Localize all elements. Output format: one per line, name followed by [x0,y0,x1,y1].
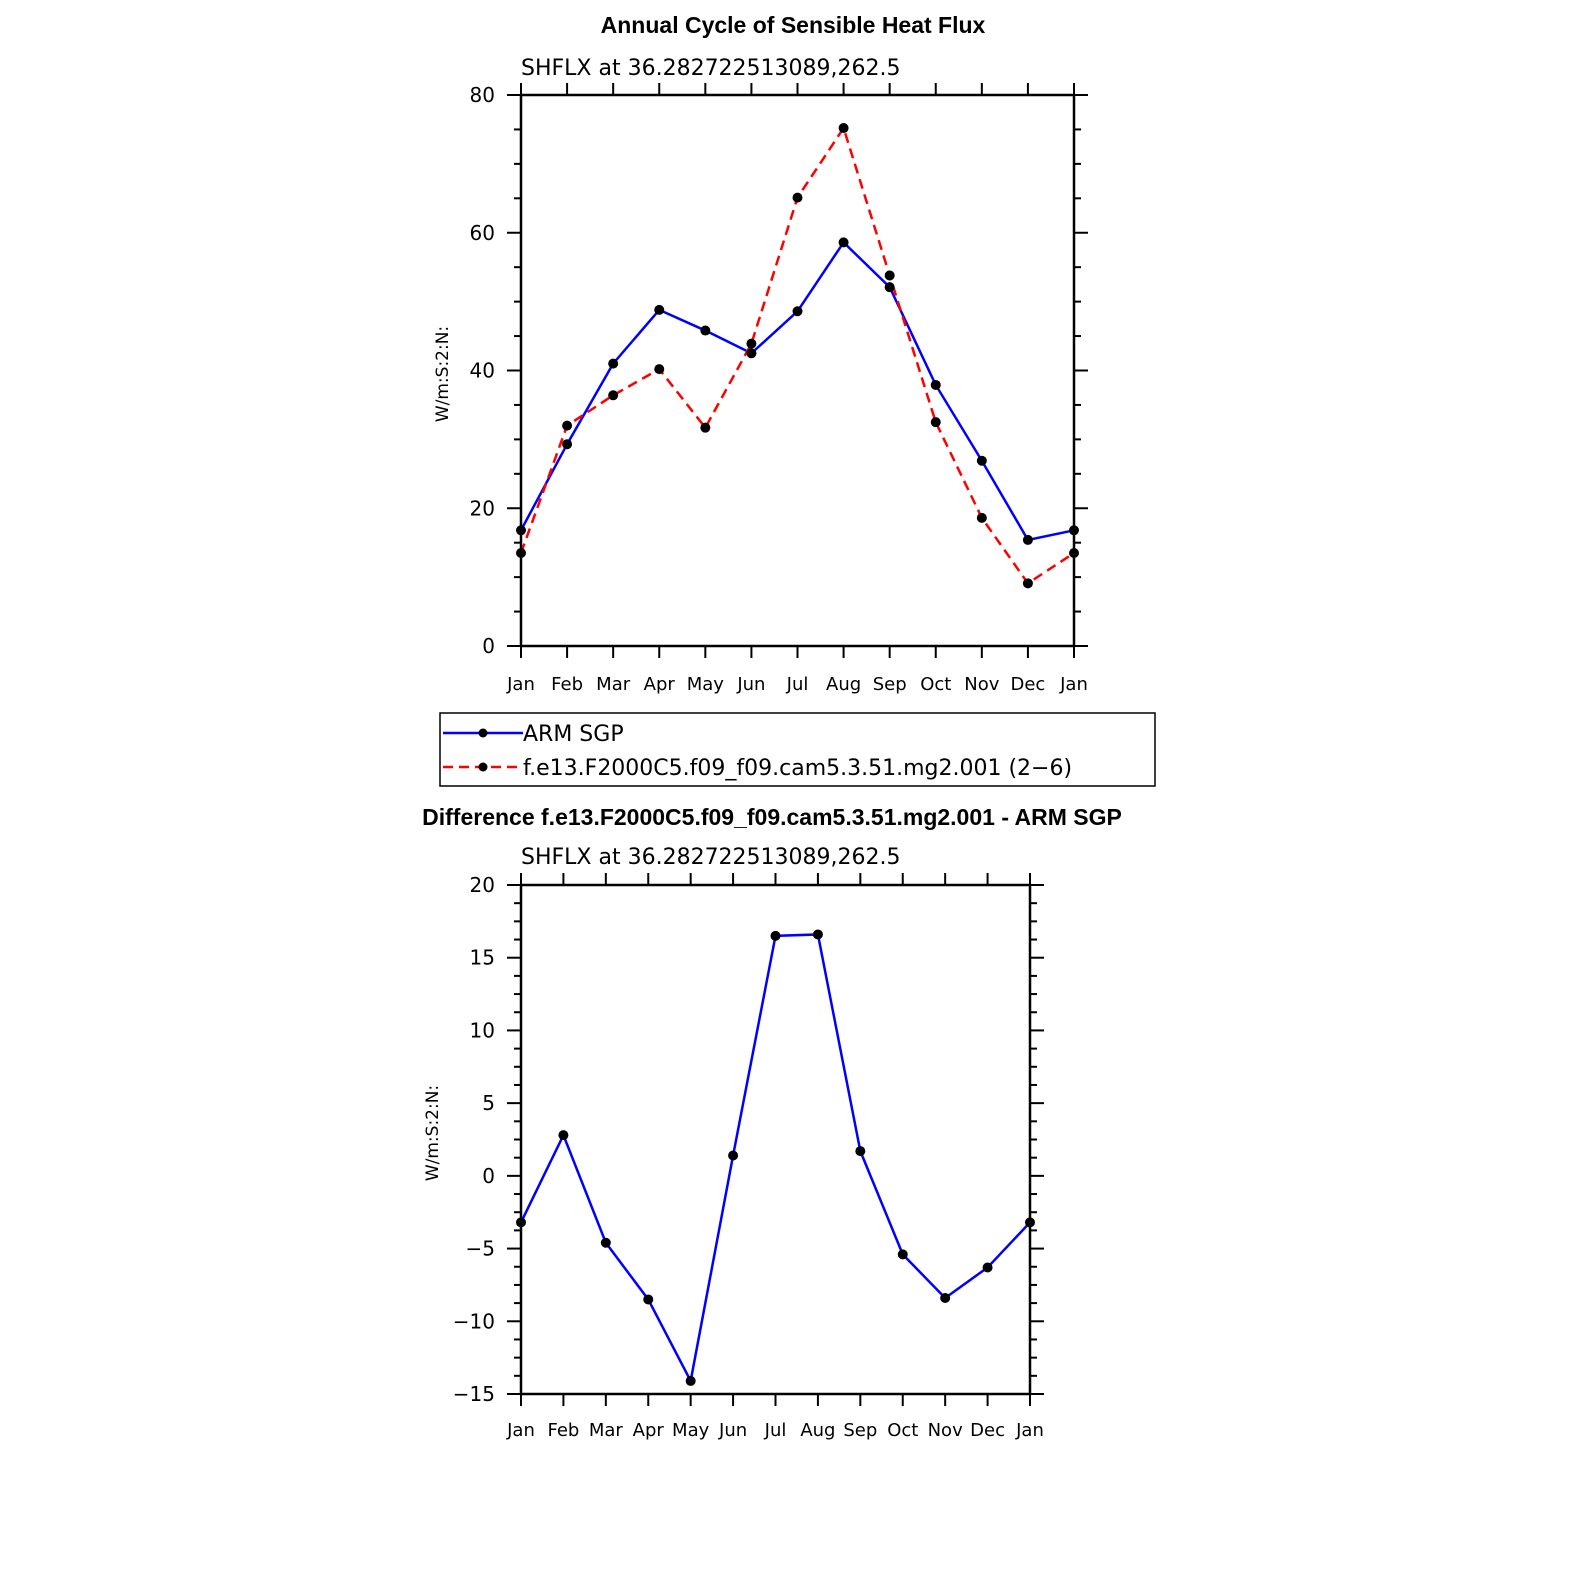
y-axis: 0 20 40 60 80 [470,83,1088,658]
y-tick-label: −10 [453,1309,495,1333]
data-point-0 [855,1146,866,1157]
data-point-1 [930,417,941,428]
y-tick-label: 20 [470,496,495,520]
data-point-0 [838,237,849,248]
legend-label-model: f.e13.F2000C5.f09_f09.cam5.3.51.mg2.001 … [523,756,1072,781]
data-point-0 [976,455,987,466]
data-point-1 [700,422,711,433]
x-tick-label: Feb [551,674,583,695]
x-tick-label: Oct [920,674,951,695]
data-point-0 [654,304,665,315]
y-tick-label: 0 [482,1164,495,1188]
data-point-0 [600,1237,611,1248]
data-point-0 [608,358,619,369]
x-tick-label: Jul [786,674,809,695]
data-point-1 [838,123,849,134]
data-point-0 [897,1249,908,1260]
data-point-0 [1022,534,1033,545]
x-tick-label: Nov [964,674,999,695]
x-tick-label: Jul [764,1420,787,1441]
x-tick-label: Jan [506,674,535,695]
annual-cycle-chart: Annual Cycle of Sensible Heat Flux SHFLX… [433,12,1088,695]
y-tick-label: −15 [453,1382,495,1406]
data-point-0 [746,348,757,359]
x-tick-label: Oct [887,1420,918,1441]
x-tick-label: Feb [547,1420,579,1441]
legend-marker-model [478,762,488,772]
x-axis: Jan Feb Mar Apr May Jun Jul Aug Sep Oct Nov Dec Jan [506,83,1088,695]
x-axis: Jan Feb Mar Apr May Jun Jul Aug Sep Oct Nov Dec Jan [506,873,1044,1441]
data-point-0 [685,1375,696,1386]
y-tick-label: 0 [482,634,495,658]
plot-frame [519,93,1076,648]
chart-title: Annual Cycle of Sensible Heat Flux [601,12,986,38]
plot-area [516,123,1079,589]
x-tick-label: Sep [873,674,907,695]
y-axis: −15 −10 −5 0 5 10 15 20 [453,873,1044,1406]
y-tick-label: −5 [466,1237,495,1261]
data-point-1 [746,338,757,349]
data-point-1 [792,192,803,203]
data-point-1 [562,420,573,431]
x-tick-label: Dec [970,1420,1005,1441]
x-tick-label: Apr [644,674,676,695]
chart-title: Difference f.e13.F2000C5.f09_f09.cam5.3.… [422,804,1122,830]
legend: ARM SGP f.e13.F2000C5.f09_f09.cam5.3.51.… [439,712,1156,787]
plot-frame [519,883,1032,1396]
x-tick-label: Sep [843,1420,877,1441]
y-tick-label: 10 [470,1018,495,1042]
data-point-0 [792,306,803,317]
y-tick-label: 15 [470,946,495,970]
data-point-1 [608,390,619,401]
data-point-0 [770,930,781,941]
data-point-1 [654,364,665,375]
legend-box [439,712,1156,787]
data-point-0 [884,282,895,293]
x-tick-label: Jan [1059,674,1088,695]
x-tick-label: Aug [826,674,861,695]
y-tick-label: 80 [470,83,495,107]
data-point-0 [700,325,711,336]
chart-subtitle: SHFLX at 36.282722513089,262.5 [521,845,901,870]
y-tick-label: 40 [470,359,495,383]
difference-chart: Difference f.e13.F2000C5.f09_f09.cam5.3.… [422,804,1122,1441]
x-tick-label: Mar [589,1420,624,1441]
y-axis-label: W/m:S:2:N: [423,1085,443,1181]
chart-subtitle: SHFLX at 36.282722513089,262.5 [521,56,901,81]
data-point-1 [976,512,987,523]
x-tick-label: Dec [1010,674,1045,695]
data-point-0 [728,1150,739,1161]
x-tick-label: Apr [633,1420,665,1441]
plot-area [516,929,1035,1386]
data-point-1 [1022,578,1033,589]
series-line-0 [519,240,1075,542]
x-tick-label: Nov [928,1420,963,1441]
x-tick-label: May [687,674,725,695]
y-tick-label: 20 [470,873,495,897]
data-point-0 [562,439,573,450]
data-point-0 [940,1293,951,1304]
x-tick-label: Mar [596,674,631,695]
y-tick-label: 60 [470,221,495,245]
y-tick-label: 5 [482,1091,495,1115]
x-tick-label: Jan [506,1420,535,1441]
legend-marker-arm-sgp [478,728,488,738]
legend-label-arm-sgp: ARM SGP [523,722,624,747]
x-tick-label: Aug [800,1420,835,1441]
data-point-1 [884,270,895,281]
series-line-0 [519,933,1031,1385]
legend-item-model: f.e13.F2000C5.f09_f09.cam5.3.51.mg2.001 … [443,756,1072,781]
x-tick-label: Jun [736,674,765,695]
data-point-0 [643,1294,654,1305]
x-tick-label: Jan [1015,1420,1044,1441]
legend-item-arm-sgp: ARM SGP [443,722,624,747]
data-point-0 [930,379,941,390]
data-point-0 [982,1262,993,1273]
data-point-0 [812,929,823,940]
y-axis-label: W/m:S:2:N: [433,326,453,422]
data-point-0 [558,1130,569,1141]
x-tick-label: Jun [718,1420,747,1441]
x-tick-label: May [672,1420,710,1441]
